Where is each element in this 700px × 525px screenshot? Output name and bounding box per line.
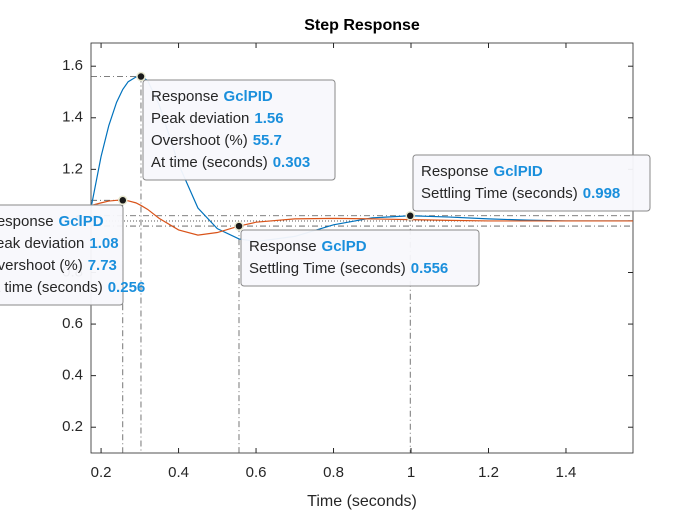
data-tip-value: 0.998 [583, 185, 621, 202]
data-tip-title: Response GclPID [151, 88, 273, 105]
x-tick-label: 0.8 [323, 464, 344, 481]
data-tip-row: Peak deviation 1.08 [0, 235, 119, 252]
data-tip: Response GclPID Peak deviation 1.56 Overshoo… [142, 79, 336, 181]
data-tip-value: 55.7 [253, 132, 282, 149]
data-tip-label: At time (seconds) [0, 279, 103, 296]
data-tip-label: Settling Time (seconds) [249, 260, 406, 277]
data-tip-row: Settling Time (seconds) 0.556 [249, 260, 448, 277]
data-tip-row: Overshoot (%) 55.7 [151, 132, 282, 149]
data-tip-value: 1.08 [89, 235, 118, 252]
y-tick-label: 1.4 [62, 109, 83, 126]
data-tip-marker [234, 221, 244, 231]
data-tip-marker [118, 195, 128, 206]
y-tick-label: 0.6 [62, 315, 83, 332]
x-tick-label: 0.2 [91, 464, 112, 481]
x-tick-label: 1.2 [478, 464, 499, 481]
data-tip-box [240, 229, 480, 287]
data-tip-label: Overshoot (%) [151, 132, 248, 149]
data-tip-value: 0.556 [411, 260, 449, 277]
data-tip-box [0, 204, 124, 306]
y-tick-label: 1.6 [62, 57, 83, 74]
x-tick-label: 1 [407, 464, 415, 481]
data-tip-value: 7.73 [88, 257, 117, 274]
data-tip-row: At time (seconds) 0.256 [0, 279, 145, 296]
data-tip: Response GclPID Settling Time (seconds) 0.9… [412, 154, 651, 212]
data-tip-series: GclPID [494, 163, 543, 180]
data-tip-title: Response GclPD [249, 238, 367, 255]
series-line [91, 75, 633, 243]
data-tip-value: 0.303 [273, 154, 311, 171]
data-tip-label: Overshoot (%) [0, 257, 83, 274]
data-tip-row: Overshoot (%) 7.73 [0, 257, 117, 274]
x-tick-label: 0.6 [246, 464, 267, 481]
data-tip-value: 1.56 [254, 110, 283, 127]
data-tip-title: Response GclPID [421, 163, 543, 180]
data-tip-series: GclPD [59, 213, 104, 230]
x-axis-label: Time (seconds) [307, 493, 417, 510]
x-tick-label: 0.4 [168, 464, 189, 481]
data-tip-label: Settling Time (seconds) [421, 185, 578, 202]
x-tick-label: 1.4 [556, 464, 577, 481]
data-tip-marker [405, 211, 415, 221]
data-tip-title-text: Response [421, 163, 489, 180]
data-tip-marker [136, 71, 146, 82]
y-tick-label: 0.2 [62, 418, 83, 435]
data-tip-value: 0.256 [108, 279, 146, 296]
data-tip-title-text: Response [0, 213, 54, 230]
data-tip-box [412, 154, 651, 212]
data-tip-series: GclPID [224, 88, 273, 105]
data-tip-title-text: Response [151, 88, 219, 105]
y-tick-label: 0.4 [62, 367, 83, 384]
chart-title: Step Response [304, 17, 420, 34]
data-tip-label: At time (seconds) [151, 154, 268, 171]
data-tip-title: Response GclPD [0, 213, 104, 230]
data-tip-label: Peak deviation [0, 235, 84, 252]
data-tip-label: Peak deviation [151, 110, 249, 127]
data-tip-row: At time (seconds) 0.303 [151, 154, 310, 171]
data-tip: Response GclPD Peak deviation 1.08 Overshoot… [0, 204, 145, 306]
y-tick-label: 1.2 [62, 160, 83, 177]
data-tip-title-text: Response [249, 238, 317, 255]
data-tip-row: Peak deviation 1.56 [151, 110, 284, 127]
data-tip-series: GclPD [322, 238, 367, 255]
data-tip-box [142, 79, 336, 181]
data-tip-row: Settling Time (seconds) 0.998 [421, 185, 620, 202]
data-tip: Response GclPD Settling Time (seconds) 0.55… [240, 229, 480, 287]
